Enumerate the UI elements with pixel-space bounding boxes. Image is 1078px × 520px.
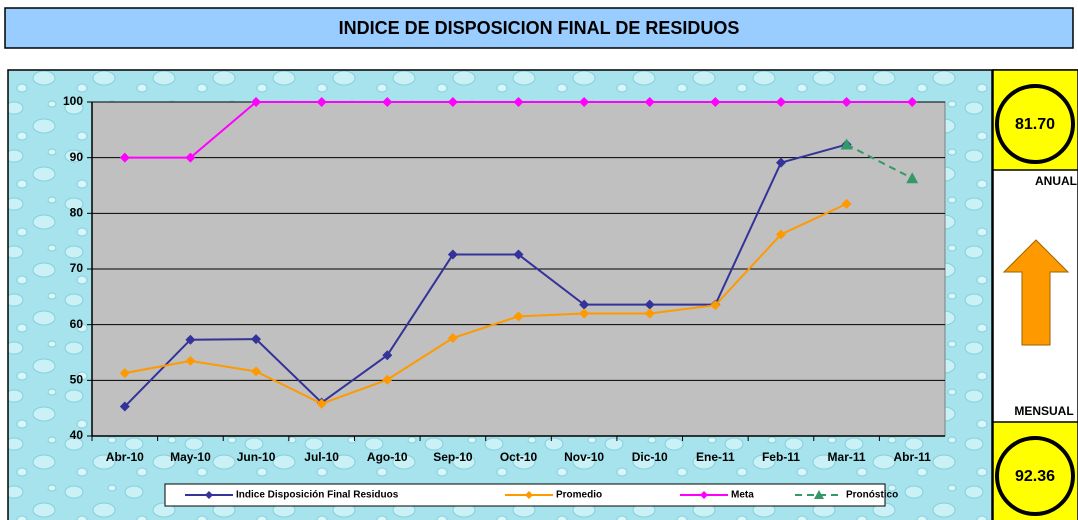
data-point: [775, 157, 786, 168]
x-tick-label: Ene-11: [696, 450, 735, 464]
y-tick-label: 100: [63, 94, 83, 108]
y-tick-label: 50: [70, 373, 84, 387]
data-point: [447, 97, 458, 107]
data-point: [775, 97, 786, 107]
trend-arrow: [1002, 239, 1070, 346]
data-point: [775, 229, 786, 240]
x-tick-label: Oct-10: [500, 450, 538, 464]
data-point: [644, 308, 655, 319]
data-point: [710, 300, 721, 311]
data-point: [251, 97, 262, 107]
x-tick-label: Abr-11: [894, 450, 932, 464]
data-point: [513, 97, 524, 107]
series-line: [846, 143, 913, 180]
data-point: [513, 311, 524, 322]
legend-marker: [814, 490, 824, 499]
data-point: [119, 152, 130, 163]
y-tick-label: 80: [70, 206, 84, 220]
x-tick-label: Ago-10: [367, 450, 408, 464]
data-point: [710, 97, 721, 107]
legend-marker: [205, 491, 213, 499]
legend-marker: [525, 491, 533, 499]
x-tick-label: Abr-10: [106, 450, 144, 464]
y-tick-label: 60: [70, 317, 84, 331]
x-tick-label: Feb-11: [762, 450, 800, 464]
data-point: [185, 152, 196, 163]
data-point: [906, 172, 919, 184]
x-tick-label: Sep-10: [433, 450, 473, 464]
data-point: [841, 198, 852, 209]
x-tick-label: May-10: [170, 450, 211, 464]
data-point: [579, 308, 590, 319]
data-point: [840, 138, 853, 150]
data-point: [185, 355, 196, 366]
chart-title: INDICE DE DISPOSICION FINAL DE RESIDUOS: [339, 18, 740, 38]
data-point: [579, 299, 590, 310]
x-tick-label: Mar-11: [828, 450, 866, 464]
data-point: [644, 299, 655, 310]
x-tick-label: Jun-10: [237, 450, 276, 464]
anual-value: 81.70: [1015, 116, 1055, 133]
data-point: [907, 97, 918, 107]
y-tick-label: 40: [70, 428, 84, 442]
legend-label: Meta: [731, 490, 754, 501]
data-point: [579, 97, 590, 107]
data-point: [382, 374, 393, 385]
data-point: [185, 334, 196, 345]
arrow-shape: [1002, 239, 1070, 346]
data-point: [447, 333, 458, 344]
x-tick-label: Dic-10: [632, 450, 668, 464]
mensual-label: MENSUAL: [1014, 404, 1073, 418]
x-tick-label: Jul-10: [304, 450, 339, 464]
legend-label: Pronóstico: [846, 490, 898, 501]
series-line: [124, 143, 847, 408]
data-point: [119, 368, 130, 379]
anual-circle: [995, 84, 1075, 164]
data-point: [644, 97, 655, 107]
data-point: [513, 249, 524, 260]
mensual-value: 92.36: [1015, 468, 1055, 485]
mensual-circle: [995, 436, 1075, 516]
header-bar: [4, 7, 1074, 49]
data-point: [119, 401, 130, 412]
data-point: [382, 350, 393, 361]
data-point: [841, 97, 852, 107]
legend-marker: [700, 491, 708, 499]
data-point: [316, 97, 327, 107]
data-point: [382, 97, 393, 107]
y-tick-label: 90: [70, 150, 84, 164]
data-point: [316, 398, 327, 409]
legend-label: Promedio: [556, 490, 602, 501]
legend-label: Indice Disposición Final Residuos: [236, 490, 399, 501]
data-point: [251, 334, 262, 345]
data-point: [251, 366, 262, 377]
data-point: [447, 249, 458, 260]
x-tick-label: Nov-10: [564, 450, 604, 464]
anual-label: ANUAL: [1035, 174, 1077, 188]
series-line: [124, 202, 847, 405]
y-tick-label: 70: [70, 261, 84, 275]
